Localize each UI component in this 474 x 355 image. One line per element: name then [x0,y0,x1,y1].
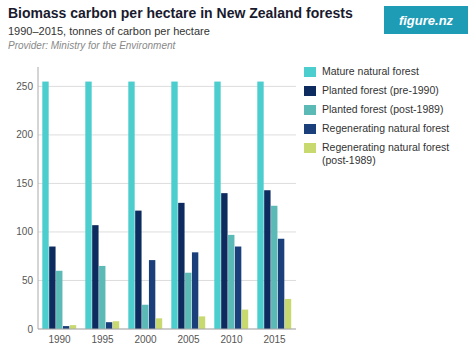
y-tick-label: 0 [27,324,33,335]
legend: Mature natural forest Planted forest (pre… [304,65,468,173]
y-tick-label: 100 [16,226,33,237]
legend-item: Planted forest (pre-1990) [304,84,460,97]
bar [85,82,91,329]
bars [42,82,291,329]
bar [70,325,76,329]
bar [221,193,227,329]
legend-label: Planted forest (pre-1990) [322,84,439,97]
x-tick-label: 2005 [177,334,200,345]
bar [56,271,62,329]
bar [199,316,205,329]
header: Biomass carbon per hectare in New Zealan… [8,5,378,52]
y-tick-label: 200 [16,129,33,140]
bar [214,82,220,329]
y-axis-line [38,67,39,329]
bar [142,305,148,329]
grid-line [38,231,296,232]
x-tick-label: 2015 [263,334,286,345]
bar [278,239,284,329]
bar [271,206,277,329]
bar [135,211,141,329]
bar [192,252,198,329]
subtitle: 1990–2015, tonnes of carbon per hectare [8,24,378,38]
grid-line [38,329,296,330]
legend-swatch [304,86,316,96]
y-tick-label: 50 [22,275,34,286]
bar [99,266,105,329]
grid-line [38,134,296,135]
legend-swatch [304,124,316,134]
legend-label: Regenerating natural forest [322,122,449,135]
bar [242,310,248,329]
chart-root: Biomass carbon per hectare in New Zealan… [0,0,474,355]
bar [235,247,241,329]
chart: 0 50 100 150 200 250 1990 1995 2000 2005 2010 2015 [4,59,304,351]
legend-item: Planted forest (post-1989) [304,103,460,116]
bar [185,273,191,329]
bar [156,318,162,329]
logo: figure.nz [384,6,468,34]
bar [92,225,98,329]
bar [285,299,291,329]
bar [257,82,263,329]
legend-swatch [304,105,316,115]
bar [128,82,134,329]
y-tick-label: 150 [16,178,33,189]
bar [113,321,119,329]
bar [42,82,48,329]
legend-label: Regenerating natural forest (post-1989) [322,141,460,167]
legend-swatch [304,67,316,77]
grid-line [38,183,296,184]
grid-line [38,280,296,281]
bar [264,190,270,329]
legend-label: Mature natural forest [322,65,419,78]
bar [178,203,184,329]
x-tick-label: 1990 [48,334,71,345]
provider: Provider: Ministry for the Environment [8,39,378,52]
bar [49,247,55,329]
legend-item: Mature natural forest [304,65,460,78]
x-tick-label: 1995 [91,334,114,345]
x-tick-label: 2010 [220,334,243,345]
grid-line [38,86,296,87]
legend-swatch [304,143,316,153]
legend-label: Planted forest (post-1989) [322,103,443,116]
bar [149,260,155,329]
bar [228,235,234,329]
y-tick-label: 250 [16,81,33,92]
bar [106,322,112,329]
x-tick-label: 2000 [134,334,157,345]
legend-item: Regenerating natural forest (post-1989) [304,141,460,167]
title: Biomass carbon per hectare in New Zealan… [8,5,378,22]
legend-item: Regenerating natural forest [304,122,460,135]
bar [171,82,177,329]
x-axis-line [38,329,296,330]
